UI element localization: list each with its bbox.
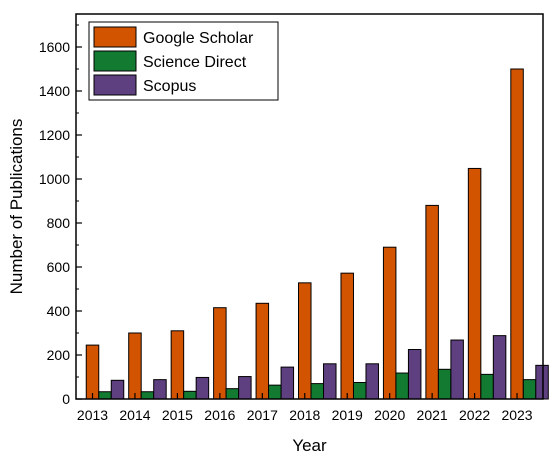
x-tick-label-2016: 2016	[204, 407, 235, 423]
y-tick-label-1000: 1000	[39, 171, 70, 187]
bar-science-direct-2013	[98, 391, 112, 400]
legend-swatch-google-scholar	[93, 26, 137, 48]
legend-swatch-scopus	[93, 74, 137, 96]
bar-scopus-2020	[407, 349, 422, 400]
legend: Google Scholar Science Direct Scopus	[88, 21, 279, 101]
bar-scopus-2021	[450, 339, 464, 400]
bar-science-direct-2019	[352, 382, 367, 400]
bar-google-scholar-2013	[85, 344, 100, 400]
bar-google-scholar-2020	[382, 246, 397, 400]
y-tick-label-600: 600	[47, 259, 71, 275]
x-tick-label-2015: 2015	[162, 407, 193, 423]
axes-layer	[75, 13, 544, 400]
x-tick-label-2023: 2023	[501, 407, 532, 423]
bar-science-direct-2021	[437, 368, 452, 400]
bars-layer	[85, 68, 549, 400]
x-tick-label-2021: 2021	[417, 407, 448, 423]
bar-science-direct-2020	[395, 372, 409, 400]
bar-scopus-2017	[280, 366, 295, 400]
bar-google-scholar-2019	[340, 272, 354, 400]
bar-science-direct-2018	[310, 383, 325, 400]
y-tick-label-1200: 1200	[39, 127, 70, 143]
y-tick-label-200: 200	[47, 347, 71, 363]
bar-scopus-2015	[195, 376, 210, 400]
ticks-layer: 0 200 400 600 800 1000 1200 1400 1600 2013 2014 201…	[39, 24, 533, 423]
bar-google-scholar-2014	[128, 332, 142, 400]
bar-science-direct-2014	[140, 391, 155, 400]
bar-google-scholar-2018	[298, 282, 312, 400]
y-tick-label-800: 800	[47, 215, 71, 231]
bar-science-direct-2022	[480, 373, 494, 400]
x-tick-label-2017: 2017	[247, 407, 278, 423]
bar-science-direct-2023	[522, 379, 537, 400]
y-axis-title: Number of Publications	[7, 119, 26, 295]
bar-google-scholar-2016	[213, 307, 227, 400]
legend-swatch-science-direct	[93, 50, 137, 72]
bar-google-scholar-2015	[170, 330, 185, 400]
x-tick-label-2013: 2013	[77, 407, 108, 423]
x-tick-label-2020: 2020	[374, 407, 405, 423]
bar-scopus-2013	[110, 379, 125, 400]
y-tick-label-400: 400	[47, 303, 71, 319]
x-axis-title: Year	[292, 436, 327, 455]
y-tick-label-1600: 1600	[39, 39, 70, 55]
bar-scopus-2016	[238, 376, 252, 400]
bar-scopus-2023	[535, 364, 549, 400]
bar-scopus-2014	[153, 379, 167, 400]
x-tick-label-2022: 2022	[459, 407, 490, 423]
legend-label-scopus: Scopus	[143, 78, 196, 95]
y-tick-label-0: 0	[62, 391, 70, 407]
bar-science-direct-2017	[268, 384, 282, 400]
bar-scopus-2018	[323, 363, 337, 400]
bar-scopus-2019	[365, 363, 379, 400]
bar-science-direct-2016	[225, 388, 240, 400]
bar-google-scholar-2017	[255, 302, 270, 400]
bar-google-scholar-2022	[467, 167, 482, 400]
bar-science-direct-2015	[183, 390, 197, 400]
bar-google-scholar-2021	[425, 204, 439, 400]
y-tick-label-1400: 1400	[39, 83, 70, 99]
x-tick-label-2018: 2018	[289, 407, 320, 423]
bar-google-scholar-2023	[510, 68, 524, 400]
legend-label-google-scholar: Google Scholar	[143, 30, 254, 47]
x-tick-label-2014: 2014	[119, 407, 150, 423]
x-tick-label-2019: 2019	[332, 407, 363, 423]
legend-label-science-direct: Science Direct	[143, 54, 247, 71]
plot-frame	[75, 13, 544, 400]
bar-scopus-2022	[492, 335, 507, 400]
